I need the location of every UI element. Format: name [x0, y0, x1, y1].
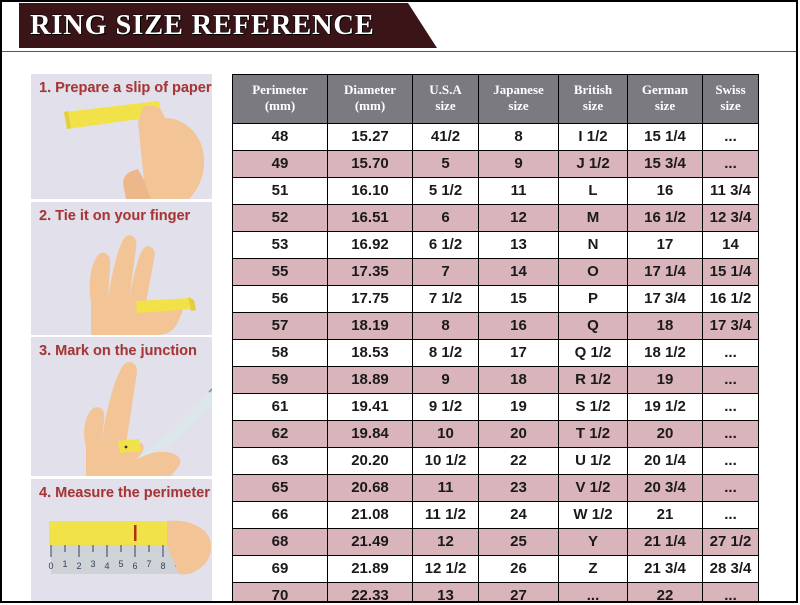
svg-text:3: 3 — [90, 559, 95, 569]
svg-text:0: 0 — [48, 561, 53, 571]
svg-text:6: 6 — [132, 561, 137, 571]
svg-text:2: 2 — [76, 561, 81, 571]
svg-text:1: 1 — [62, 559, 67, 569]
svg-text:8: 8 — [160, 561, 165, 571]
svg-text:7: 7 — [146, 559, 151, 569]
svg-text:4: 4 — [104, 561, 109, 571]
svg-text:5: 5 — [118, 559, 123, 569]
